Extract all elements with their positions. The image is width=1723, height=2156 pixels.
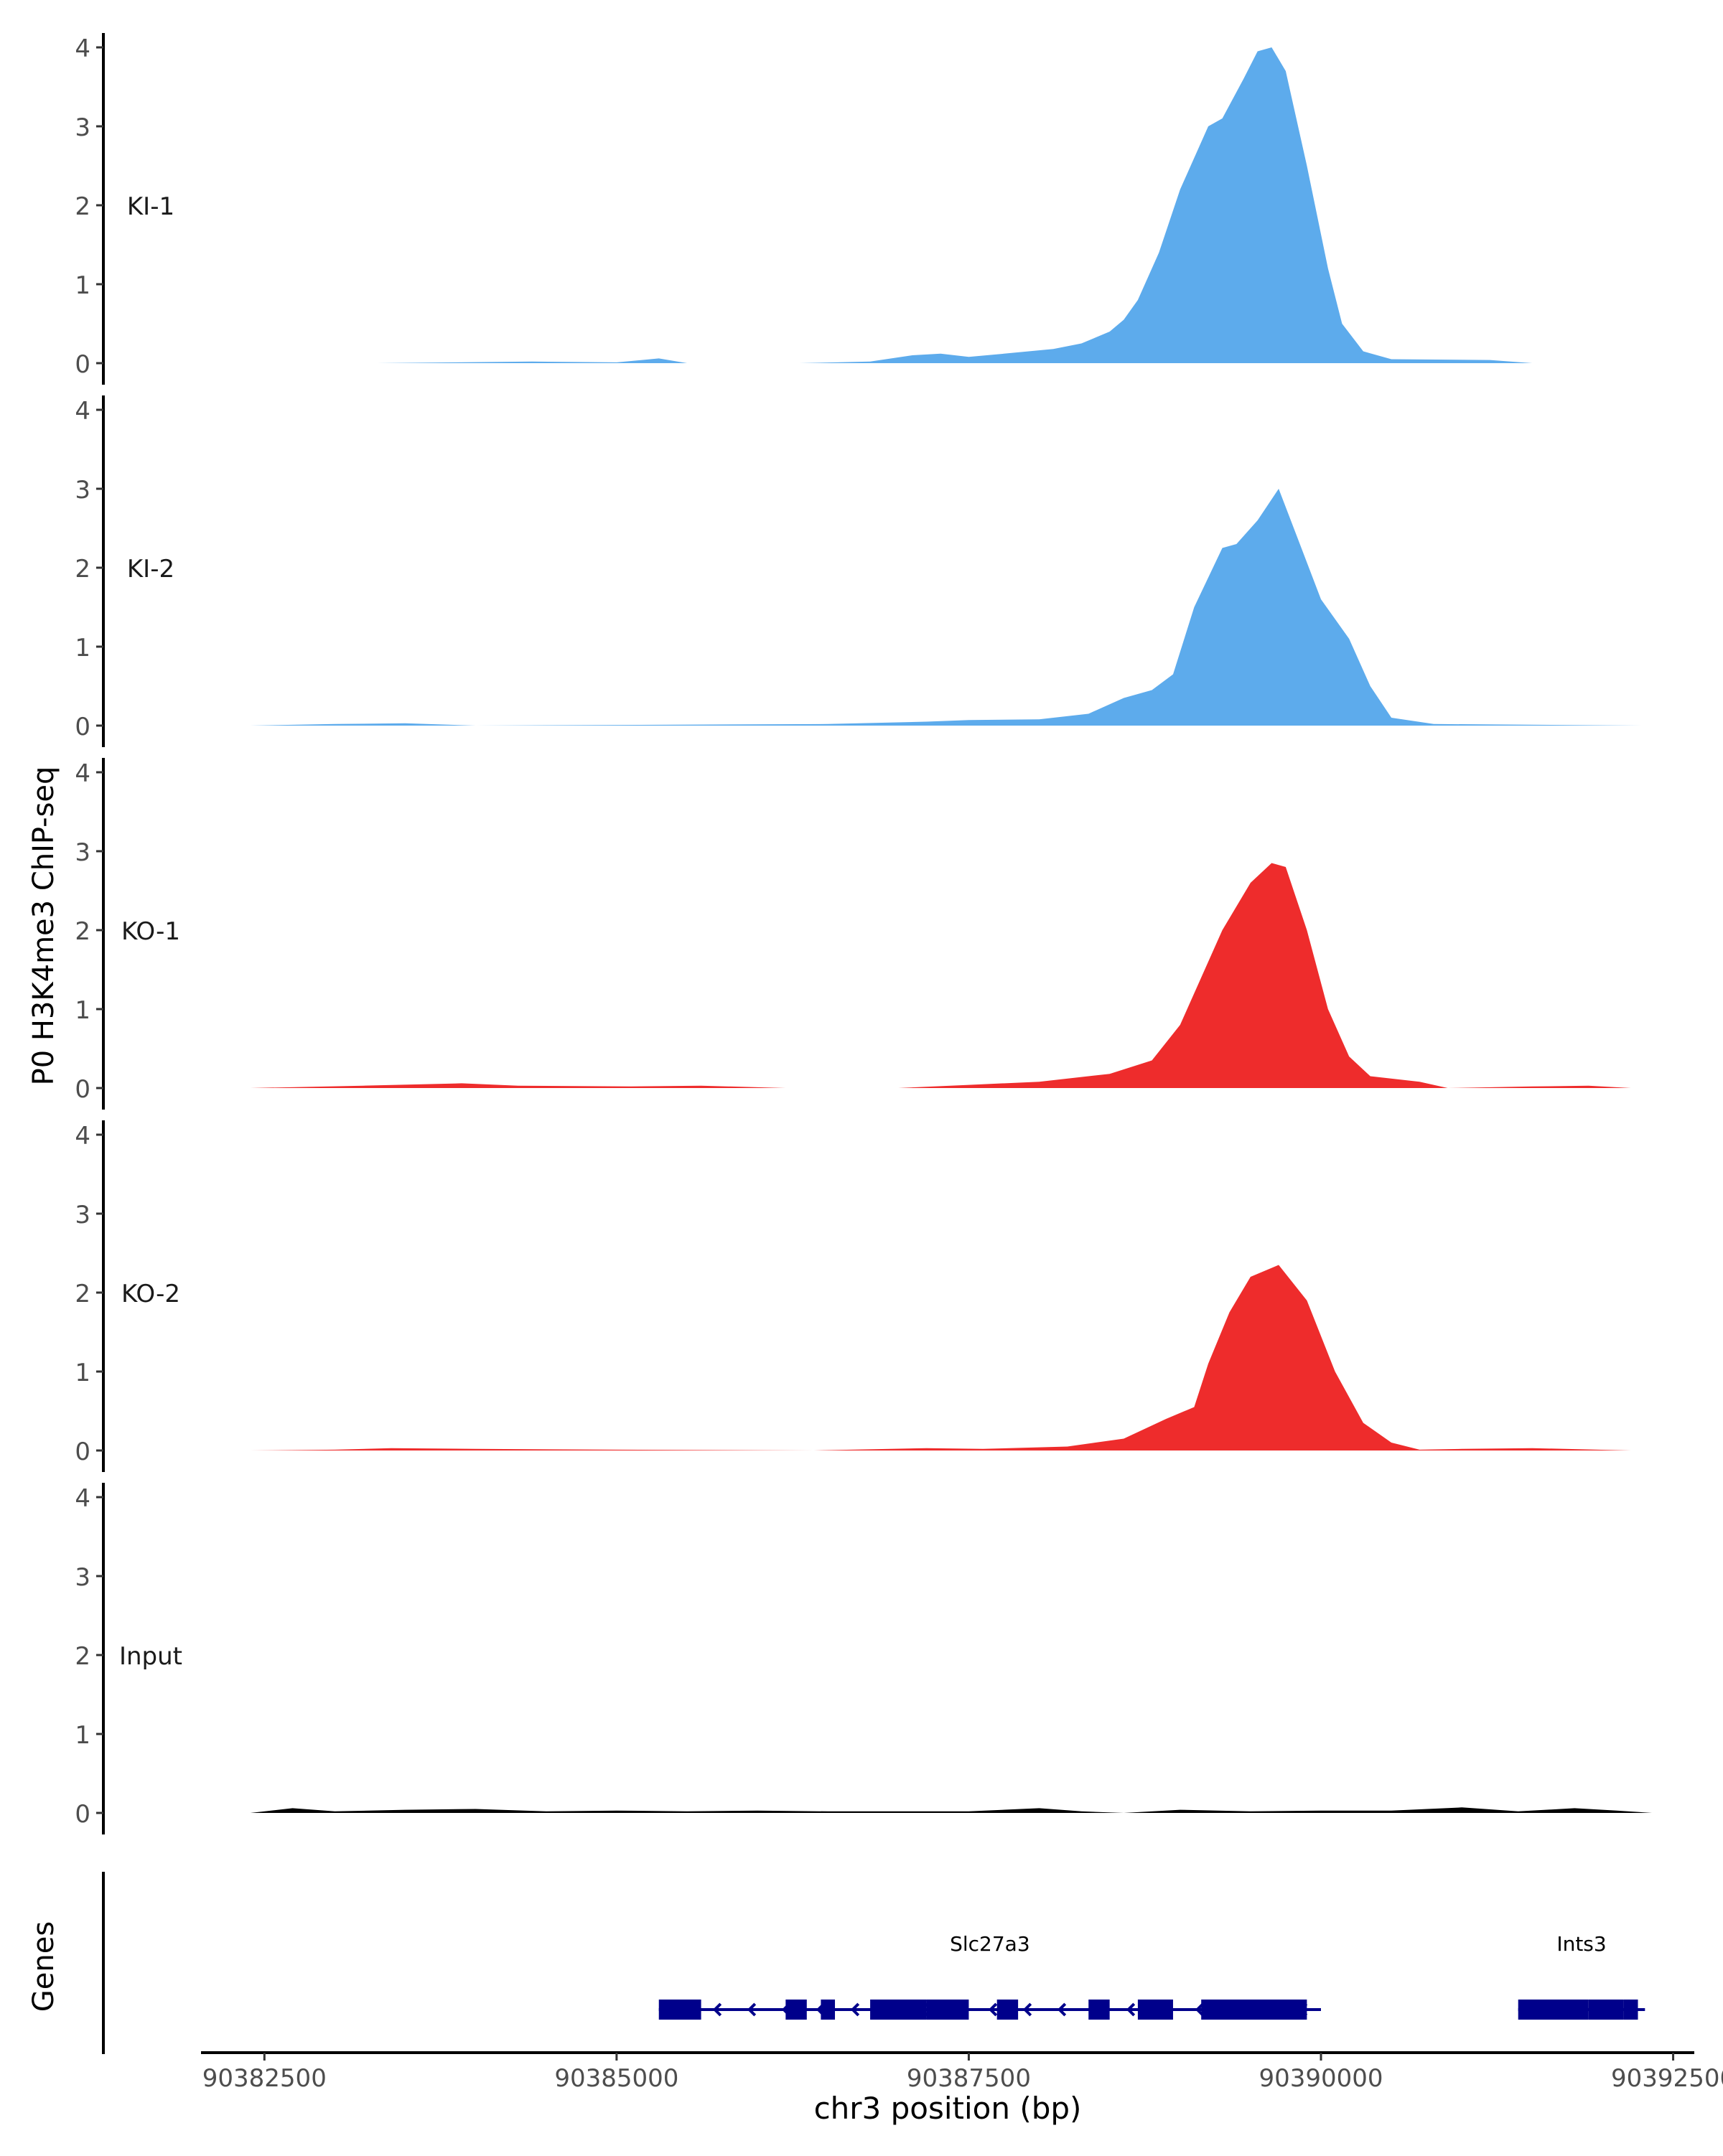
x-tick-label: 90392500 <box>1611 2064 1723 2093</box>
exon-block <box>785 2000 807 2020</box>
track-ki-2: 0 1 2 3 4 KI-2 <box>75 395 1645 747</box>
track-ko-2: 0 1 2 3 4 KO-2 <box>75 1120 1631 1472</box>
y-tick-label: 1 <box>75 271 90 300</box>
y-tick-label: 1 <box>75 1721 90 1750</box>
y-tick-label: 3 <box>75 838 90 867</box>
gene-slc27a3: Slc27a3 <box>658 1932 1321 2020</box>
gene-name-label: Slc27a3 <box>950 1932 1030 1956</box>
coverage-area <box>377 47 1645 363</box>
y-tick-label: 3 <box>75 113 90 142</box>
x-tick-label: 90387500 <box>907 2064 1031 2093</box>
y-axis-title: P0 H3K4me3 ChIP-seq <box>27 767 60 1086</box>
track-label: KI-1 <box>127 192 174 221</box>
exon-block <box>1623 2000 1638 2020</box>
y-tick-label: 4 <box>75 1484 90 1513</box>
track-label: KO-2 <box>121 1280 180 1308</box>
coverage-area <box>250 489 1645 726</box>
strand-arrow <box>712 2002 722 2017</box>
y-tick-label: 0 <box>75 1438 90 1466</box>
exon-block <box>1518 2000 1589 2020</box>
exon-block <box>821 2000 836 2020</box>
exon-block <box>1088 2000 1110 2020</box>
y-tick-label: 0 <box>75 1075 90 1104</box>
track-label: KO-1 <box>121 917 180 946</box>
y-tick-label: 3 <box>75 476 90 505</box>
x-axis-title: chr3 position (bp) <box>814 2091 1082 2126</box>
y-tick-label: 4 <box>75 1122 90 1150</box>
exon-block <box>996 2000 1019 2020</box>
y-tick-label: 0 <box>75 1800 90 1829</box>
track-ki-1: 0 1 2 3 4 KI-1 <box>75 33 1645 385</box>
y-tick-label: 4 <box>75 759 90 788</box>
x-tick-label: 90382500 <box>202 2064 327 2093</box>
strand-arrow <box>850 2002 860 2017</box>
y-tick-label: 2 <box>75 1280 90 1308</box>
exon-block <box>870 2000 927 2020</box>
coverage-area <box>250 1807 1653 1813</box>
x-tick-label: 90385000 <box>554 2064 678 2093</box>
y-tick-label: 2 <box>75 192 90 221</box>
genes-panel-label: Genes <box>27 1921 60 2012</box>
x-axis: 90382500 90385000 90387500 90390000 90392500 <box>201 2051 1723 2093</box>
gene-ints3: Ints3 <box>1518 1932 1645 2020</box>
strand-arrow <box>1195 2002 1205 2017</box>
strand-arrow <box>1022 2002 1032 2017</box>
exon-block <box>1137 2000 1173 2020</box>
gene-name-label: Ints3 <box>1556 1932 1606 1956</box>
coverage-area <box>250 863 1631 1088</box>
strand-arrow <box>1057 2002 1067 2017</box>
x-tick-label: 90390000 <box>1259 2064 1383 2093</box>
y-tick-label: 2 <box>75 1642 90 1671</box>
y-tick-label: 0 <box>75 713 90 741</box>
y-tick-label: 3 <box>75 1201 90 1229</box>
y-tick-label: 1 <box>75 996 90 1025</box>
tracks-layer: 0 1 2 3 4 KI-1 0 1 2 3 4 KI-2 0 1 2 3 4 KO-1 0 1 2 3 4 KO-2 0 1 2 3… <box>75 33 1653 1834</box>
exon-block <box>1201 2000 1307 2020</box>
strand-arrow <box>1126 2002 1136 2017</box>
track-label: Input <box>119 1642 182 1671</box>
exon-block <box>658 2000 701 2020</box>
y-tick-label: 1 <box>75 634 90 662</box>
strand-arrow <box>747 2002 757 2017</box>
track-input: 0 1 2 3 4 Input <box>75 1483 1653 1834</box>
exon-block <box>926 2000 969 2020</box>
strand-arrow <box>988 2002 998 2017</box>
y-tick-label: 4 <box>75 34 90 63</box>
y-tick-label: 3 <box>75 1563 90 1592</box>
y-tick-label: 2 <box>75 917 90 946</box>
y-tick-label: 2 <box>75 555 90 583</box>
coverage-area <box>250 1265 1631 1450</box>
track-ko-1: 0 1 2 3 4 KO-1 <box>75 758 1631 1110</box>
genes-panel: Slc27a3 Ints3 <box>102 1872 1645 2054</box>
exon-block <box>1588 2000 1624 2020</box>
track-label: KI-2 <box>127 555 174 583</box>
y-tick-label: 0 <box>75 350 90 379</box>
y-tick-label: 1 <box>75 1359 90 1387</box>
y-tick-label: 4 <box>75 397 90 426</box>
